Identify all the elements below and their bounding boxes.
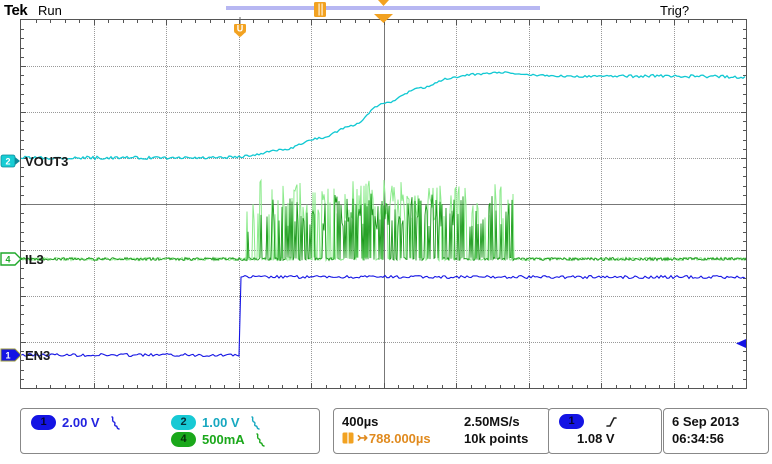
svg-text:4: 4 (5, 255, 10, 265)
svg-text:1: 1 (5, 351, 10, 361)
svg-text:2: 2 (5, 157, 10, 167)
svg-text:U: U (237, 24, 244, 34)
